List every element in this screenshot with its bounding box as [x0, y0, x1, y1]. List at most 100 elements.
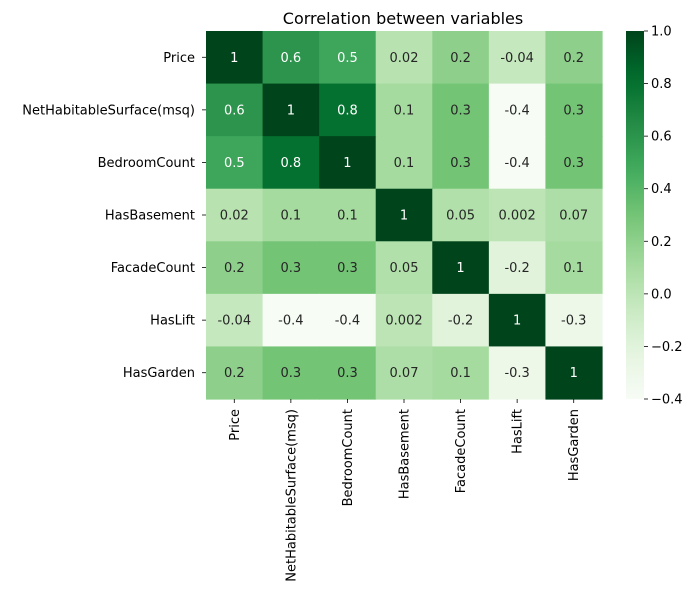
cell-annotation: 0.3	[337, 366, 358, 381]
cell-annotation: 0.05	[446, 209, 475, 224]
heatmap-cells: 1 0.6 0.5 0.02 0.2 -0.04 0.2 0.6 1 0.8 0.1 0.3 -0.4 0…	[206, 31, 603, 400]
chart-title: Correlation between variables	[283, 9, 523, 28]
heatmap-cell	[432, 346, 490, 400]
cell-annotation: -0.04	[500, 51, 534, 66]
heatmap-cell	[488, 83, 547, 137]
cell-annotation: 1	[570, 366, 578, 381]
heatmap-cell	[319, 241, 377, 295]
column-tick-label: HasLift	[511, 409, 526, 454]
heatmap-cell	[488, 346, 547, 400]
row-tick-label: HasLift	[150, 314, 195, 329]
cell-annotation: 0.002	[499, 209, 536, 224]
cell-annotation: 1	[287, 103, 295, 118]
colorbar-gradient	[626, 31, 644, 399]
cell-annotation: 0.3	[563, 103, 584, 118]
cell-annotation: 0.8	[337, 103, 358, 118]
cell-annotation: 0.002	[385, 314, 422, 329]
colorbar-tick-label: −0.2	[651, 340, 683, 355]
heatmap-cell	[432, 241, 490, 295]
heatmap-cell	[375, 188, 433, 242]
cell-annotation: -0.3	[504, 366, 529, 381]
heatmap-cell	[262, 136, 320, 190]
heatmap-cell	[262, 346, 320, 400]
heatmap-cell	[375, 346, 433, 400]
cell-annotation: 0.3	[450, 103, 471, 118]
colorbar-tick-label: 0.6	[651, 130, 672, 145]
cell-annotation: -0.4	[504, 103, 529, 118]
heatmap-cell	[432, 31, 490, 85]
colorbar-tick-label: 1.0	[651, 25, 672, 40]
colorbar: 1.0 0.8 0.6 0.4 0.2 0.0 −0.2 −0.4	[626, 25, 683, 408]
heatmap-cell	[206, 188, 264, 242]
colorbar-tick-label: −0.4	[651, 393, 683, 408]
row-tick-labels: Price NetHabitableSurface(msq) BedroomCoun…	[22, 51, 206, 381]
cell-annotation: -0.4	[278, 314, 303, 329]
heatmap-cell	[262, 241, 320, 295]
heatmap-cell	[206, 31, 264, 85]
heatmap-cell	[545, 136, 603, 190]
heatmap-cell	[488, 31, 547, 85]
cell-annotation: 0.3	[281, 366, 302, 381]
colorbar-tick-label: 0.4	[651, 182, 672, 197]
heatmap-cell	[488, 241, 547, 295]
cell-annotation: 0.8	[281, 156, 302, 171]
heatmap-cell	[488, 136, 547, 190]
heatmap-cell	[545, 346, 603, 400]
heatmap-cell	[319, 188, 377, 242]
row-tick-label: HasBasement	[105, 209, 195, 224]
cell-annotation: 0.02	[390, 51, 419, 66]
cell-annotation: 0.1	[450, 366, 471, 381]
cell-annotation: 0.02	[220, 209, 249, 224]
cell-annotation: 0.3	[337, 261, 358, 276]
cell-annotation: 0.1	[394, 103, 415, 118]
heatmap-cell	[545, 31, 603, 85]
heatmap-cell	[545, 83, 603, 137]
cell-annotation: 1	[456, 261, 464, 276]
heatmap-cell	[545, 188, 603, 242]
cell-annotation: 0.07	[559, 209, 588, 224]
column-tick-label: HasGarden	[567, 409, 582, 481]
cell-annotation: 0.2	[450, 51, 471, 66]
cell-annotation: 1	[230, 51, 238, 66]
heatmap-cell	[319, 293, 377, 348]
cell-annotation: 0.2	[224, 261, 245, 276]
cell-annotation: -0.3	[561, 314, 586, 329]
heatmap-cell	[206, 83, 264, 137]
heatmap-cell	[319, 83, 377, 137]
heatmap-cell	[319, 31, 377, 85]
colorbar-tick-label: 0.2	[651, 235, 672, 250]
heatmap-cell	[206, 293, 264, 348]
cell-annotation: 0.2	[563, 51, 584, 66]
row-tick-label: HasGarden	[123, 366, 195, 381]
heatmap-cell	[488, 293, 547, 348]
heatmap-cell	[262, 293, 320, 348]
cell-annotation: 1	[400, 209, 408, 224]
heatmap-cell	[262, 31, 320, 85]
heatmap-cell	[545, 241, 603, 295]
cell-annotation: -0.4	[335, 314, 360, 329]
heatmap-cell	[375, 136, 433, 190]
row-tick-label: FacadeCount	[111, 261, 195, 276]
heatmap-cell	[488, 188, 547, 242]
cell-annotation: -0.2	[448, 314, 473, 329]
heatmap-cell	[375, 83, 433, 137]
cell-annotation: 0.3	[281, 261, 302, 276]
heatmap-cell	[319, 346, 377, 400]
heatmap-cell	[262, 188, 320, 242]
heatmap-cell	[432, 188, 490, 242]
cell-annotation: 0.1	[563, 261, 584, 276]
row-tick-label: BedroomCount	[98, 156, 195, 171]
cell-annotation: -0.2	[504, 261, 529, 276]
colorbar-tick-label: 0.8	[651, 77, 672, 92]
heatmap-cell	[375, 241, 433, 295]
cell-annotation: 0.3	[563, 156, 584, 171]
cell-annotation: 0.5	[224, 156, 245, 171]
cell-annotation: 0.07	[390, 366, 419, 381]
cell-annotation: 0.6	[281, 51, 302, 66]
heatmap-cell	[319, 136, 377, 190]
cell-annotation: 0.1	[281, 209, 302, 224]
column-tick-label: NetHabitableSurface(msq)	[284, 409, 299, 582]
column-tick-label: BedroomCount	[341, 409, 356, 506]
cell-annotation: -0.04	[217, 314, 251, 329]
